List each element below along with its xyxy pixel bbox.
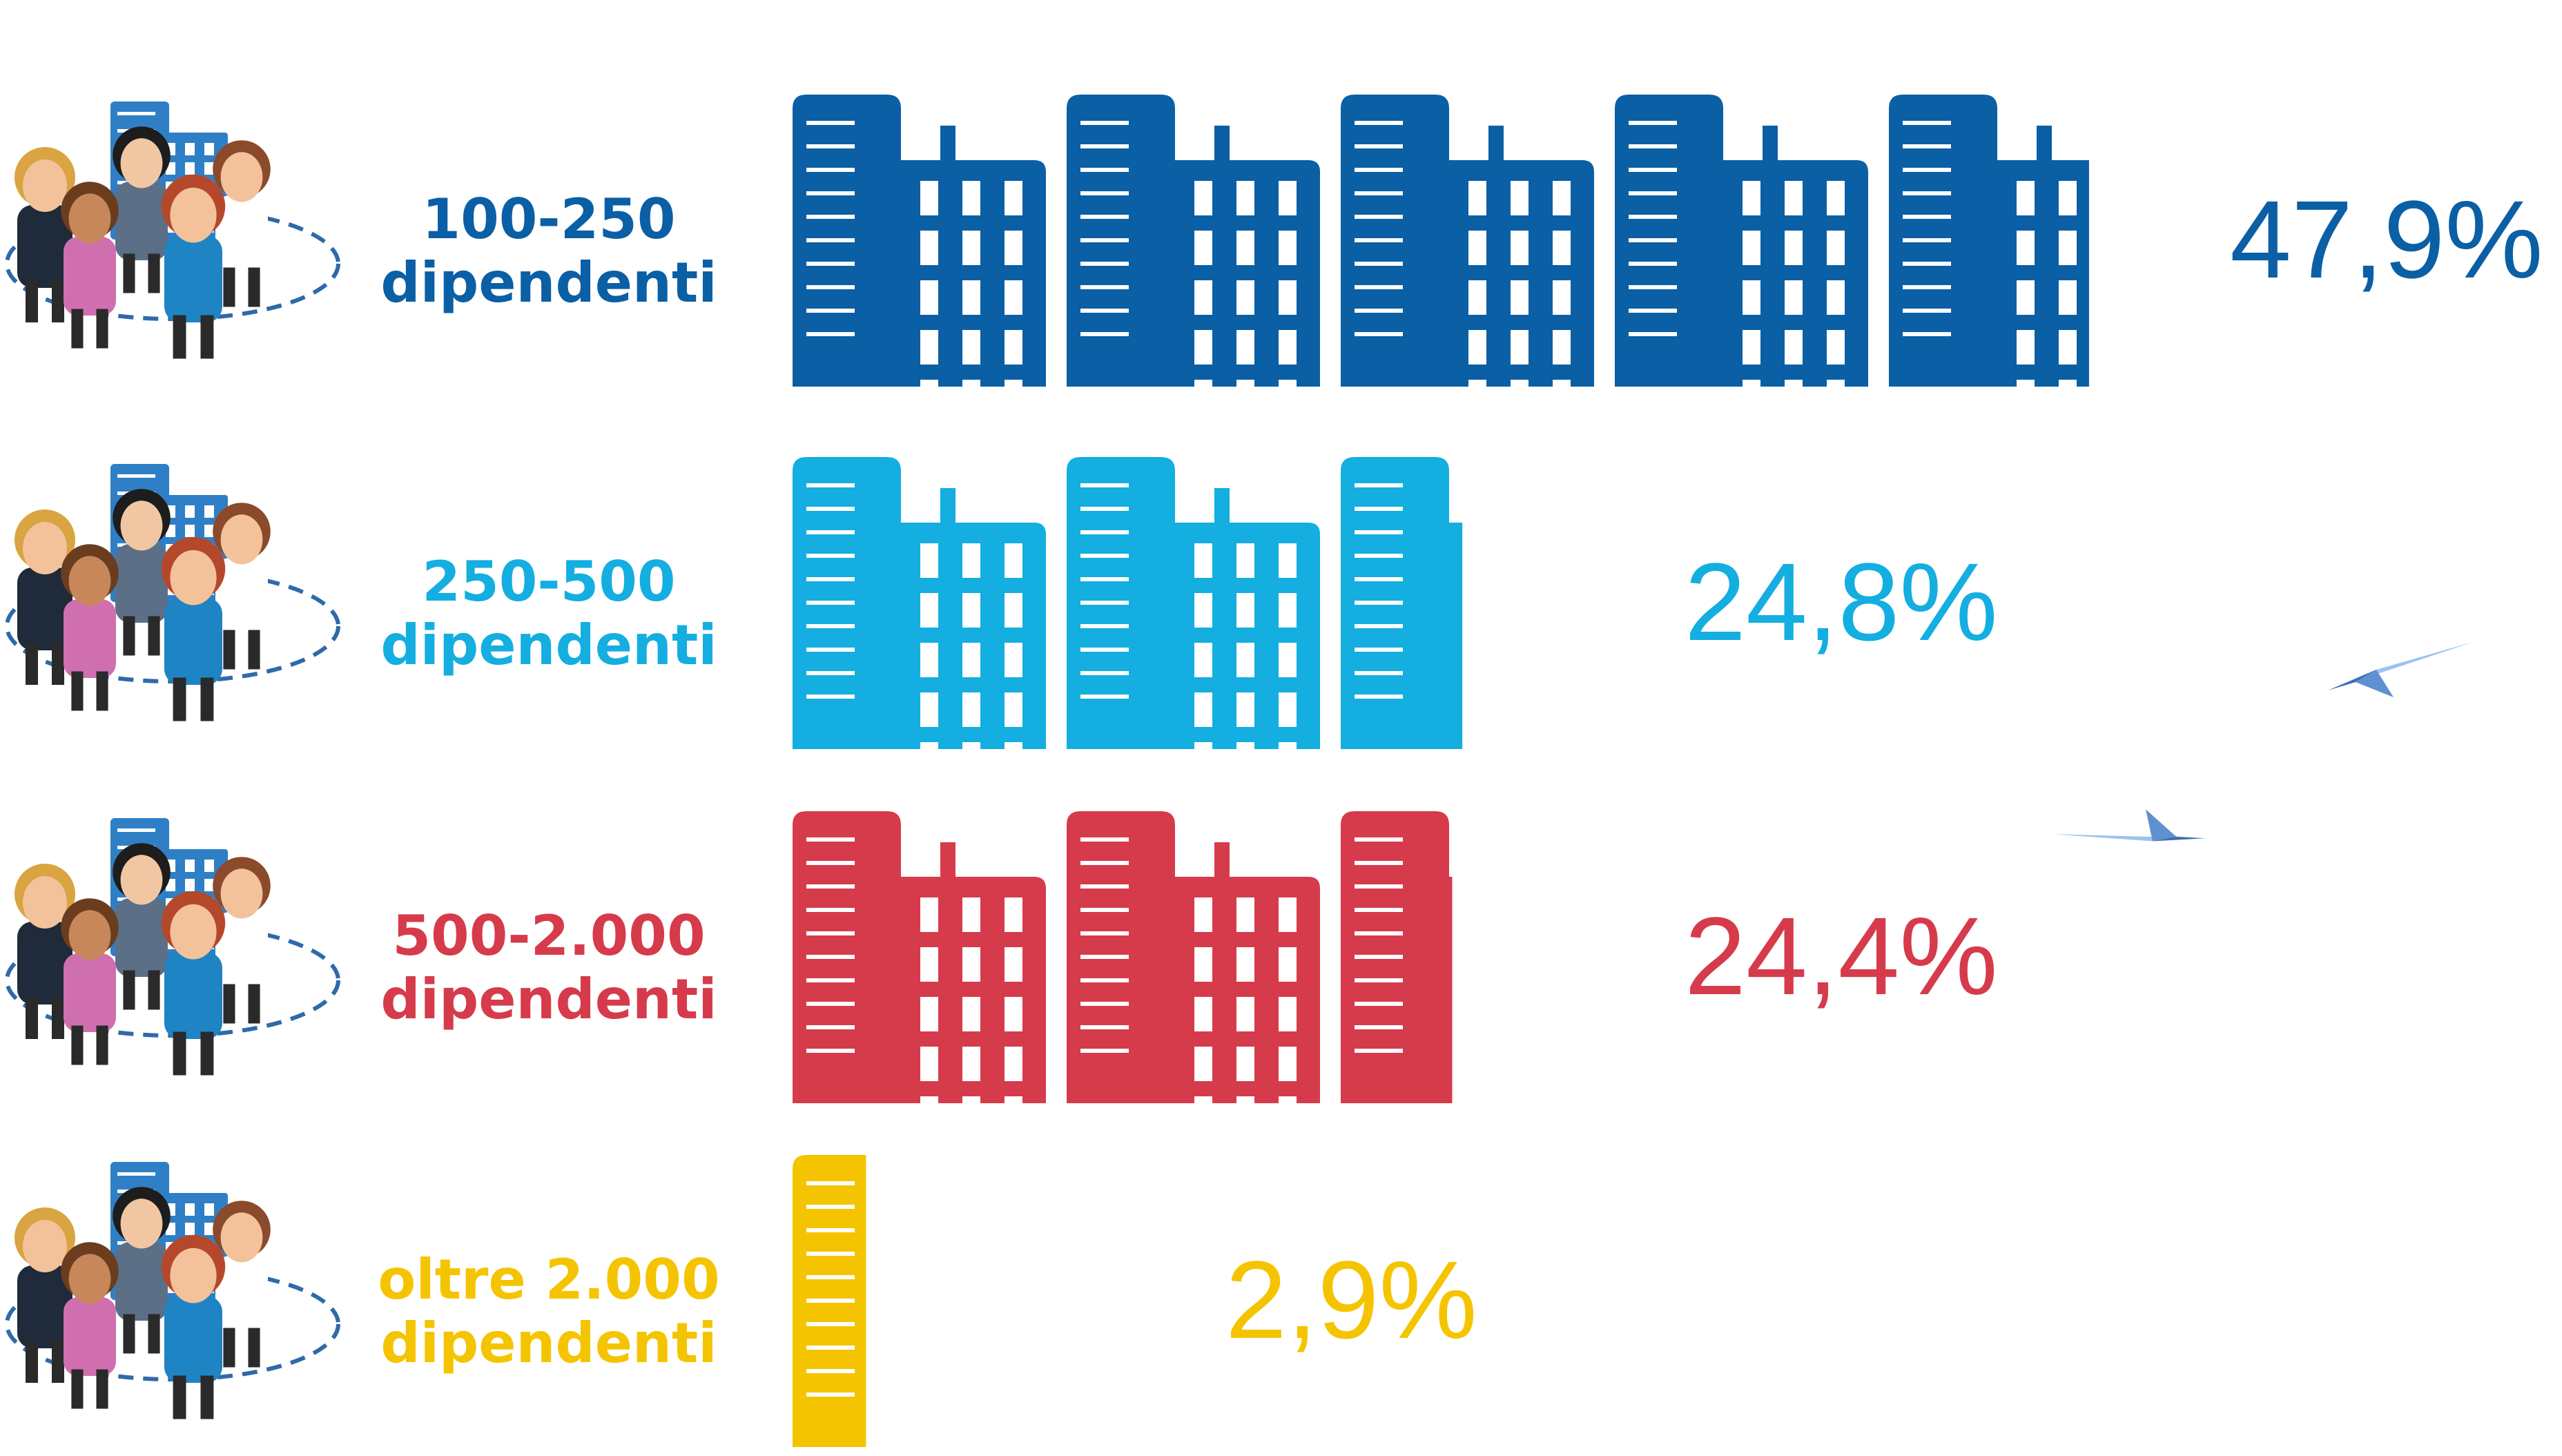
office-building-icon (1341, 811, 1453, 1103)
paper-plane-icon (2052, 782, 2208, 884)
office-building-icon (1341, 95, 1594, 387)
people-group-icon (7, 818, 338, 1076)
office-building-icon (793, 811, 1046, 1103)
people-group-icon (7, 464, 338, 721)
office-building-icon (1341, 457, 1463, 749)
office-building-icon (1889, 95, 2089, 387)
office-building-icon (1067, 95, 1320, 387)
office-building-icon (793, 95, 1046, 387)
office-building-icon (1067, 457, 1320, 749)
office-building-icon (793, 1155, 866, 1447)
office-building-icon (1067, 811, 1320, 1103)
people-group-icon (7, 101, 338, 359)
paper-plane-icon (2328, 642, 2473, 697)
office-building-icon (793, 457, 1046, 749)
people-group-icon (7, 1162, 338, 1419)
office-building-icon (1615, 95, 1868, 387)
